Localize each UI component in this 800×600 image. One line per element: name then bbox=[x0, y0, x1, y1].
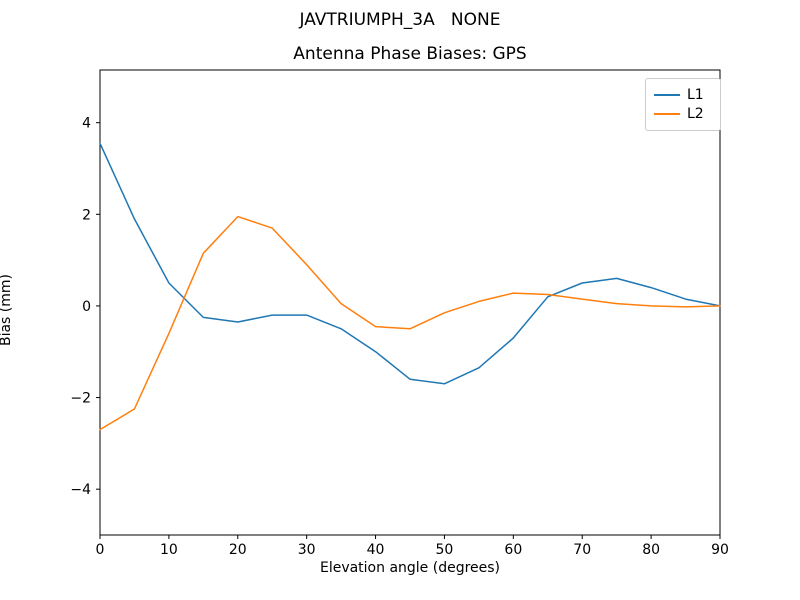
axes-frame bbox=[99, 69, 721, 536]
l2-line-swatch bbox=[654, 113, 680, 115]
x-tick-label: 60 bbox=[504, 542, 522, 558]
x-tick-label: 10 bbox=[160, 542, 178, 558]
y-tick-label: 2 bbox=[82, 207, 91, 223]
y-tick-label: −4 bbox=[70, 482, 91, 498]
legend-item-l1: L1 bbox=[654, 87, 712, 103]
series-line-l1 bbox=[99, 142, 721, 385]
legend-label-l2: L2 bbox=[687, 106, 704, 122]
x-tick-label: 80 bbox=[642, 542, 660, 558]
y-tick-label: 4 bbox=[82, 116, 91, 132]
x-axis-label: Elevation angle (degrees) bbox=[319, 560, 501, 576]
legend: L1 L2 bbox=[645, 78, 721, 131]
x-tick-label: 50 bbox=[436, 542, 454, 558]
x-tick-label: 20 bbox=[229, 542, 247, 558]
y-tick-label: 0 bbox=[82, 299, 91, 315]
l1-line-swatch bbox=[654, 94, 680, 96]
figure-title: JAVTRIUMPH_3A NONE bbox=[299, 10, 501, 30]
axes-title: Antenna Phase Biases: GPS bbox=[293, 44, 527, 64]
legend-label-l1: L1 bbox=[687, 87, 704, 103]
x-tick-label: 90 bbox=[711, 542, 729, 558]
series-line-l2 bbox=[99, 215, 721, 431]
x-tick-label: 70 bbox=[573, 542, 591, 558]
x-tick-label: 0 bbox=[96, 542, 105, 558]
x-tick-label: 40 bbox=[367, 542, 385, 558]
y-tick-label: −2 bbox=[70, 391, 91, 407]
x-tick-label: 30 bbox=[298, 542, 316, 558]
legend-item-l2: L2 bbox=[654, 106, 712, 122]
